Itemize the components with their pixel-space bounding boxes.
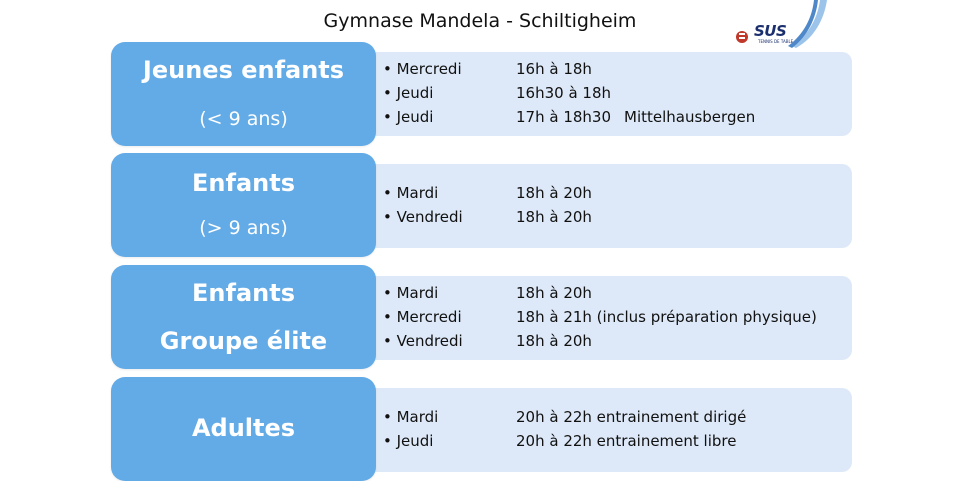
- session-day: • Mardi: [383, 284, 439, 302]
- session-time: 18h à 20h: [516, 184, 592, 202]
- session-day: • Mercredi: [383, 60, 462, 78]
- session-time: 18h à 20h: [516, 208, 592, 226]
- session-day: • Vendredi: [383, 332, 463, 350]
- session-day: • Vendredi: [383, 208, 463, 226]
- group-title: Enfants: [192, 169, 295, 197]
- session-day: • Mercredi: [383, 308, 462, 326]
- schedule-panel: [360, 388, 852, 472]
- session-time: 20h à 22h entrainement libre: [516, 432, 737, 450]
- group-label: Enfants (> 9 ans): [111, 153, 376, 257]
- logo-swoosh-icon: [736, 0, 827, 48]
- session-time: 18h à 20h: [516, 332, 592, 350]
- group-label: Adultes: [111, 377, 376, 481]
- logo-text: SUS: [754, 22, 787, 40]
- schedule-panel: [360, 164, 852, 248]
- session-day: • Jeudi: [383, 84, 434, 102]
- session-day: • Jeudi: [383, 432, 434, 450]
- session-day: • Mardi: [383, 408, 439, 426]
- group-title: Enfants: [192, 279, 295, 307]
- session-time: 17h à 18h30: [516, 108, 612, 126]
- session-day: • Jeudi: [383, 108, 434, 126]
- session-day: • Mardi: [383, 184, 439, 202]
- session-time: 16h30 à 18h: [516, 84, 612, 102]
- group-subtitle: (> 9 ans): [199, 217, 288, 239]
- schedule-panel: [360, 276, 852, 360]
- group-label: Jeunes enfants (< 9 ans): [111, 42, 376, 146]
- group-title: Jeunes enfants: [142, 56, 345, 84]
- session-time: 16h à 18h: [516, 60, 592, 78]
- session-place: Mittelhausbergen: [624, 108, 756, 126]
- group-subtitle: (< 9 ans): [199, 108, 288, 130]
- session-time: 18h à 21h (inclus préparation physique): [516, 308, 817, 326]
- group-label: Enfants Groupe élite: [111, 265, 376, 369]
- session-time: 18h à 20h: [516, 284, 592, 302]
- page-title: Gymnase Mandela - Schiltigheim: [323, 10, 637, 32]
- logo-subtext: TENNIS DE TABLE: [758, 39, 794, 44]
- session-time: 20h à 22h entrainement dirigé: [516, 408, 747, 426]
- schedule-panel: [360, 52, 852, 136]
- group-subtitle: Groupe élite: [159, 327, 328, 355]
- group-title: Adultes: [191, 414, 296, 442]
- club-logo: SUS TENNIS DE TABLE: [732, 0, 827, 48]
